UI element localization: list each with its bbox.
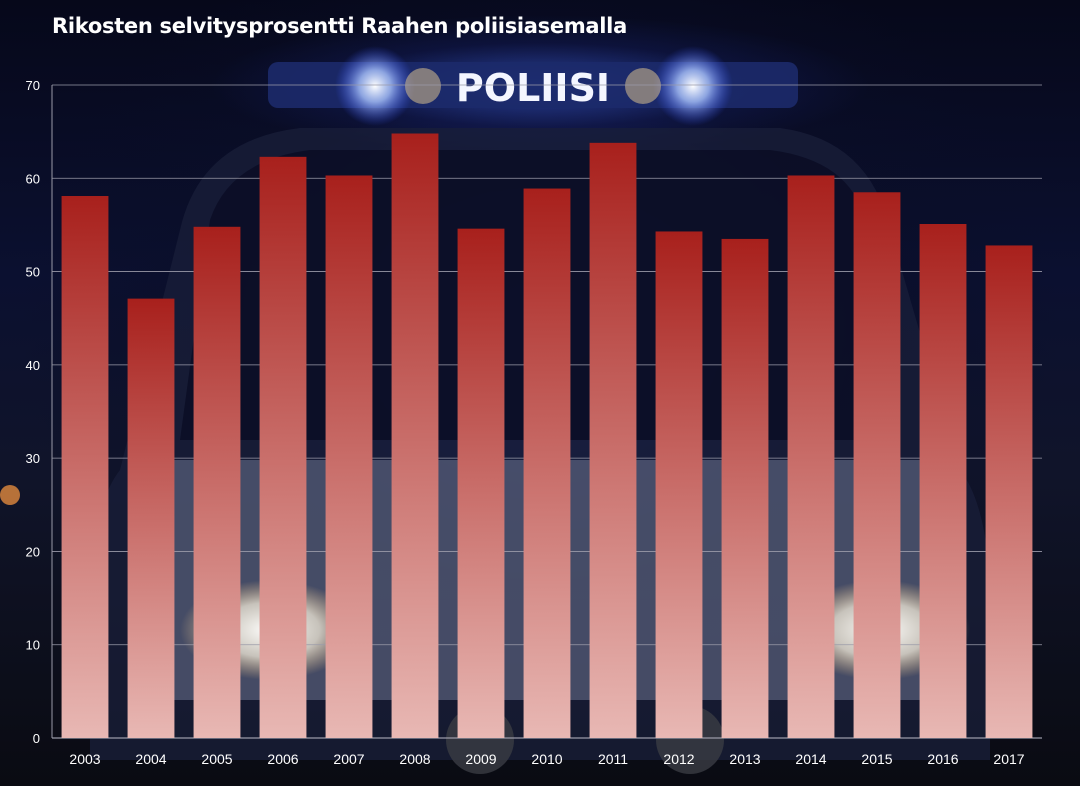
x-tick-label: 2013 (729, 751, 760, 767)
y-tick-label: 40 (26, 358, 40, 373)
x-tick-label: 2010 (531, 751, 562, 767)
x-tick-label: 2011 (598, 751, 628, 767)
bar-2007 (325, 175, 373, 739)
x-tick-label: 2009 (465, 751, 496, 767)
y-tick-label: 20 (26, 544, 40, 559)
x-tick-label: 2012 (663, 751, 694, 767)
x-tick-label: 2016 (927, 751, 958, 767)
bar-2004 (127, 298, 175, 738)
x-tick-label: 2014 (795, 751, 826, 767)
y-axis-ticks: 0 10 20 30 40 50 60 70 (26, 78, 40, 746)
x-tick-label: 2015 (861, 751, 892, 767)
bar-2008 (391, 133, 439, 739)
lightbar-text: POLIISI (456, 66, 610, 110)
y-tick-label: 60 (26, 171, 40, 186)
x-tick-label: 2004 (135, 751, 166, 767)
bar-2006 (259, 156, 307, 738)
bar-2012 (655, 231, 703, 739)
x-axis-ticks: 2003 2004 2005 2006 2007 2008 2009 2010 2011 2012… (69, 751, 1024, 767)
y-tick-label: 50 (26, 265, 40, 280)
x-tick-label: 2003 (69, 751, 100, 767)
y-tick-label: 0 (33, 731, 40, 746)
x-tick-label: 2017 (993, 751, 1024, 767)
y-tick-label: 30 (26, 451, 40, 466)
y-tick-label: 70 (26, 78, 40, 93)
bar-2014 (787, 175, 835, 739)
bar-2011 (589, 142, 637, 738)
y-tick-label: 10 (26, 638, 40, 653)
bar-2017 (985, 245, 1033, 739)
bar-2003 (61, 196, 109, 738)
bar-2010 (523, 188, 571, 739)
bar-2005 (193, 226, 241, 738)
bar-2013 (721, 238, 769, 738)
bar-2015 (853, 192, 901, 738)
x-tick-label: 2006 (267, 751, 298, 767)
bar-2016 (919, 223, 967, 738)
x-tick-label: 2008 (399, 751, 430, 767)
chart-title: Rikosten selvitysprosentti Raahen poliis… (52, 14, 627, 38)
bars (61, 133, 1033, 739)
x-tick-label: 2007 (333, 751, 364, 767)
x-tick-label: 2005 (201, 751, 232, 767)
bar-2009 (457, 228, 505, 738)
